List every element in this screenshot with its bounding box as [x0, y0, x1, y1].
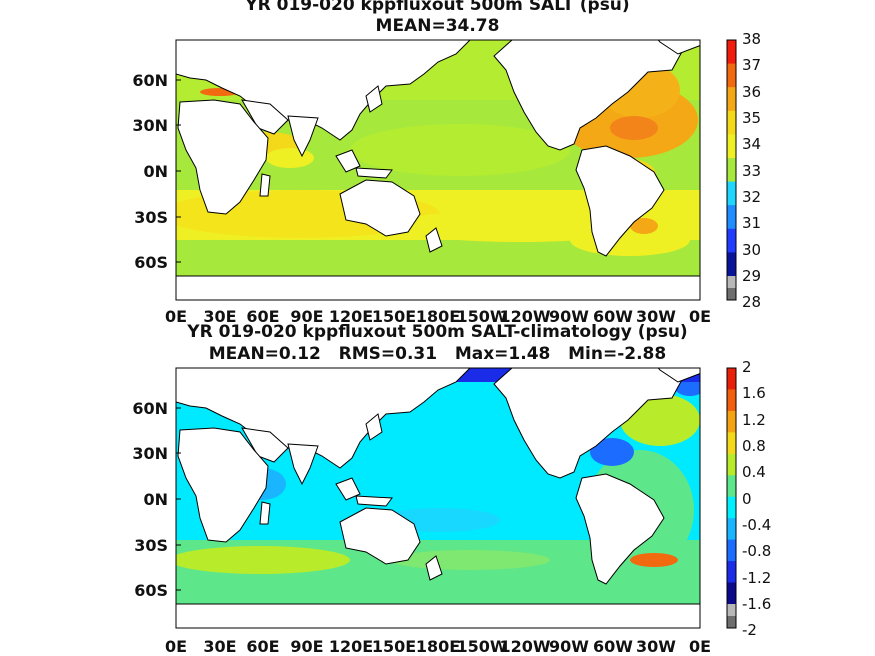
- top-panel-title: YR 019-020 kppfluxout 500m SALT (psu): [245, 0, 630, 15]
- top-lon-label: 150E: [372, 307, 416, 326]
- bottom-lon-label: 30W: [636, 637, 676, 656]
- top-lon-label: 0E: [689, 307, 711, 326]
- top-lat-label: 30S: [134, 208, 168, 227]
- top-colorbar-label: 30: [742, 241, 761, 259]
- top-colorbar-label: 28: [742, 293, 761, 311]
- bottom-lat-label: 60N: [132, 399, 168, 418]
- colorbar-swatch: [727, 252, 736, 277]
- bottom-lon-axis: 0E 30E 60E 90E 120E 150E 180E 150W 120W …: [165, 637, 711, 656]
- top-colorbar-label: 35: [742, 109, 761, 127]
- colorbar-frame: [726, 367, 737, 629]
- top-lon-label: 60E: [246, 307, 279, 326]
- colorbar-swatch: [727, 410, 736, 433]
- top-lon-label: 30W: [636, 307, 676, 326]
- colorbar-frame: [726, 39, 737, 301]
- bottom-lon-label: 0E: [165, 637, 187, 656]
- colorbar-swatch: [727, 432, 736, 455]
- bottom-lon-label: 60W: [593, 637, 633, 656]
- top-colorbar-label: 29: [742, 267, 761, 285]
- top-colorbar-label: 36: [742, 83, 761, 101]
- colorbar-swatch: [727, 475, 736, 498]
- bottom-colorbar-label: -1.6: [742, 595, 771, 613]
- bottom-panel-stats: MEAN=0.12 RMS=0.31 Max=1.48 Min=-2.88: [208, 344, 667, 364]
- bottom-panel-title: YR 019-020 kppfluxout 500m SALT-climatol…: [187, 322, 688, 342]
- bottom-colorbar-label: 0: [742, 490, 752, 508]
- bottom-colorbar-label: -1.2: [742, 569, 771, 587]
- bottom-lon-label: 0E: [689, 637, 711, 656]
- top-lon-label: 90E: [290, 307, 323, 326]
- bottom-colorbar-label: 1.6: [742, 384, 766, 402]
- top-colorbar-label: 37: [742, 56, 761, 74]
- bottom-lon-label: 150E: [372, 637, 416, 656]
- colorbar-swatch: [727, 181, 736, 206]
- top-colorbar-label: 38: [742, 30, 761, 48]
- bottom-lat-label: 60S: [134, 581, 168, 600]
- top-lat-label: 60N: [132, 71, 168, 90]
- colorbar-swatch: [727, 110, 736, 135]
- colorbar-swatch: [727, 158, 736, 183]
- bottom-colorbar-label: 2: [742, 358, 752, 376]
- top-colorbar-label: 33: [742, 162, 761, 180]
- top-lon-label: 180E: [416, 307, 460, 326]
- bottom-colorbar-label: -0.8: [742, 542, 771, 560]
- top-lon-label: 60W: [593, 307, 633, 326]
- colorbar-swatch: [727, 276, 736, 289]
- bottom-colorbar-label: 0.4: [742, 463, 766, 481]
- top-lon-label: 120W: [499, 307, 550, 326]
- top-colorbar-label: 34: [742, 135, 761, 153]
- bottom-colorbar-label: 0.8: [742, 437, 766, 455]
- top-colorbar-label: 32: [742, 188, 761, 206]
- bottom-lon-label: 120W: [499, 637, 550, 656]
- top-lat-label: 0N: [143, 162, 168, 181]
- colorbar-swatch: [727, 63, 736, 88]
- bottom-lon-label: 120E: [329, 637, 373, 656]
- bottom-lon-label: 60E: [246, 637, 279, 656]
- top-panel-stats: MEAN=34.78: [375, 16, 500, 36]
- colorbar-swatch: [727, 134, 736, 159]
- top-lon-axis: 0E 30E 60E 90E 120E 150E 180E 150W 120W …: [165, 307, 711, 326]
- top-lon-label: 150W: [456, 307, 507, 326]
- colorbar-swatch: [727, 518, 736, 541]
- top-lon-label: 30E: [203, 307, 236, 326]
- top-colorbar-label: 31: [742, 214, 761, 232]
- colorbar-swatch: [727, 205, 736, 230]
- colorbar-swatch: [727, 453, 736, 476]
- colorbar-swatch: [727, 228, 736, 253]
- bottom-colorbar-label: -0.4: [742, 516, 771, 534]
- bottom-lon-label: 180E: [416, 637, 460, 656]
- top-salinity-map: [176, 40, 700, 300]
- bottom-lon-label: 90E: [290, 637, 323, 656]
- colorbar-swatch: [727, 616, 736, 629]
- top-lon-label: 0E: [165, 307, 187, 326]
- bottom-colorbar: [726, 367, 737, 629]
- colorbar-swatch: [727, 389, 736, 412]
- colorbar-swatch: [727, 288, 736, 301]
- top-lon-label: 90W: [549, 307, 589, 326]
- bottom-lon-label: 150W: [456, 637, 507, 656]
- colorbar-swatch: [727, 604, 736, 617]
- bottom-colorbar-label: -2: [742, 621, 757, 639]
- bottom-anomaly-map: [176, 368, 700, 628]
- bottom-colorbar-label: 1.2: [742, 411, 766, 429]
- top-lat-label: 30N: [132, 116, 168, 135]
- colorbar-swatch: [727, 539, 736, 562]
- bottom-lat-label: 30S: [134, 536, 168, 555]
- top-lat-label: 60S: [134, 253, 168, 272]
- colorbar-swatch: [727, 582, 736, 605]
- top-colorbar: [726, 39, 737, 301]
- bottom-lon-label: 90W: [549, 637, 589, 656]
- bottom-lat-label: 30N: [132, 444, 168, 463]
- colorbar-swatch: [727, 87, 736, 112]
- colorbar-swatch: [727, 561, 736, 584]
- top-lon-label: 120E: [329, 307, 373, 326]
- colorbar-swatch: [727, 496, 736, 519]
- colorbar-swatch: [727, 40, 736, 65]
- bottom-lon-label: 30E: [203, 637, 236, 656]
- colorbar-swatch: [727, 368, 736, 390]
- bottom-lat-label: 0N: [143, 490, 168, 509]
